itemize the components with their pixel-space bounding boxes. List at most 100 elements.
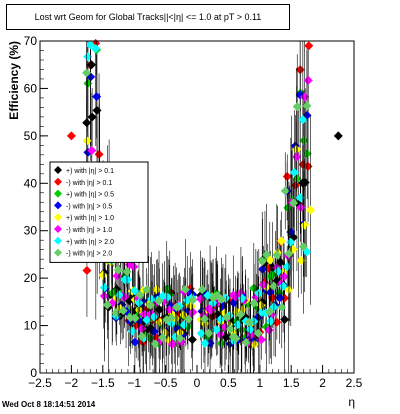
y-tick-label: 40: [24, 176, 38, 190]
legend-marker: [54, 177, 62, 186]
legend-entry: -) with |η| > 0.5: [66, 203, 112, 210]
legend-entry: +) with |η| > 0.5: [66, 192, 114, 199]
data-point: [280, 186, 290, 196]
data-points-layer: [66, 38, 343, 373]
data-point-notable: [333, 131, 343, 141]
x-tick-label: 1.5: [283, 376, 300, 390]
data-point: [266, 316, 276, 326]
legend-marker: [54, 189, 62, 198]
data-point: [196, 328, 206, 338]
data-point: [129, 262, 139, 272]
data-point: [269, 281, 279, 291]
data-point: [123, 275, 133, 285]
chart-title: Lost wrt Geom for Global Tracks||<|η| <=…: [6, 4, 290, 30]
data-point: [150, 339, 160, 349]
data-point: [273, 266, 283, 276]
data-point: [102, 300, 112, 310]
x-tick-label: 1: [256, 376, 263, 390]
chart-title-text: Lost wrt Geom for Global Tracks|: [34, 12, 167, 22]
data-point: [262, 250, 272, 260]
data-point-notable: [304, 41, 314, 51]
y-tick-label: 30: [24, 224, 38, 238]
data-point: [149, 312, 159, 322]
data-point: [171, 302, 181, 312]
chart-title-overlap-text: |<|η| <= 1.0 at pT > 0.11: [166, 12, 262, 22]
data-point: [225, 324, 235, 334]
data-point: [200, 314, 210, 324]
timestamp-footer: Wed Oct 8 18:14:51 2014: [2, 400, 96, 409]
data-point: [244, 317, 254, 327]
data-point: [167, 339, 177, 349]
legend-entry: -) with |η| > 2.0: [66, 251, 112, 258]
data-point: [137, 331, 147, 341]
legend-marker: [54, 236, 62, 245]
data-point: [87, 112, 97, 122]
data-point: [196, 294, 206, 304]
data-point: [146, 294, 156, 304]
legend-marker: [54, 225, 62, 233]
y-tick-label: 70: [24, 34, 38, 48]
data-point: [118, 306, 128, 316]
legend: +) with |η| > 0.1 -) with |η| > 0.1 +) wit…: [49, 161, 149, 263]
data-point: [254, 288, 264, 298]
data-point: [289, 167, 299, 177]
data-point: [303, 75, 313, 85]
data-point: [253, 328, 263, 338]
data-point: [241, 337, 251, 347]
data-point: [127, 326, 137, 336]
x-tick-label: −1: [127, 376, 141, 390]
x-axis-label: η: [348, 395, 355, 409]
y-tick-label: 60: [24, 81, 38, 95]
data-point: [296, 203, 306, 213]
data-point: [265, 307, 275, 317]
data-point: [99, 282, 109, 292]
y-axis-label: Efficiency (%): [7, 41, 21, 120]
data-point: [87, 146, 97, 156]
data-point: [302, 101, 312, 111]
data-point: [175, 334, 185, 344]
data-point: [134, 298, 144, 308]
data-point: [163, 292, 173, 302]
legend-entry: +) with |η| > 0.1: [66, 168, 114, 175]
data-point: [298, 115, 308, 125]
data-point: [130, 313, 140, 323]
data-point: [272, 317, 282, 327]
data-point: [135, 290, 145, 300]
data-point: [282, 262, 292, 272]
data-point: [166, 313, 176, 323]
data-point: [83, 52, 93, 62]
y-tick-label: 50: [24, 129, 38, 143]
legend-entry: +) with |η| > 1.0: [66, 215, 114, 222]
data-point: [237, 325, 247, 335]
data-point-notable: [66, 131, 76, 141]
data-point: [245, 324, 255, 334]
legend-marker: [54, 248, 62, 257]
data-point: [142, 315, 152, 325]
data-point: [145, 300, 155, 310]
x-tick-label: −0.5: [154, 376, 178, 390]
data-point: [179, 320, 189, 330]
data-point: [231, 334, 241, 344]
x-tick-label: −2: [65, 376, 79, 390]
x-tick-label: −2.5: [28, 376, 52, 390]
data-point: [113, 265, 123, 275]
legend-marker: [54, 201, 62, 210]
data-point: [122, 267, 132, 277]
data-point: [292, 102, 302, 112]
data-point: [154, 296, 164, 306]
data-point: [236, 310, 246, 320]
x-tick-label: 0.5: [220, 376, 237, 390]
y-tick-label: 20: [24, 271, 38, 285]
legend-entry: -) with |η| > 0.1: [66, 180, 112, 187]
data-point: [289, 198, 299, 208]
data-point: [256, 335, 266, 345]
data-point: [278, 281, 288, 291]
data-point: [272, 250, 282, 260]
data-point: [211, 325, 221, 335]
data-point: [85, 40, 95, 50]
data-point: [92, 92, 102, 102]
x-tick-label: −1.5: [91, 376, 115, 390]
data-point: [157, 333, 167, 343]
data-point: [200, 338, 210, 348]
